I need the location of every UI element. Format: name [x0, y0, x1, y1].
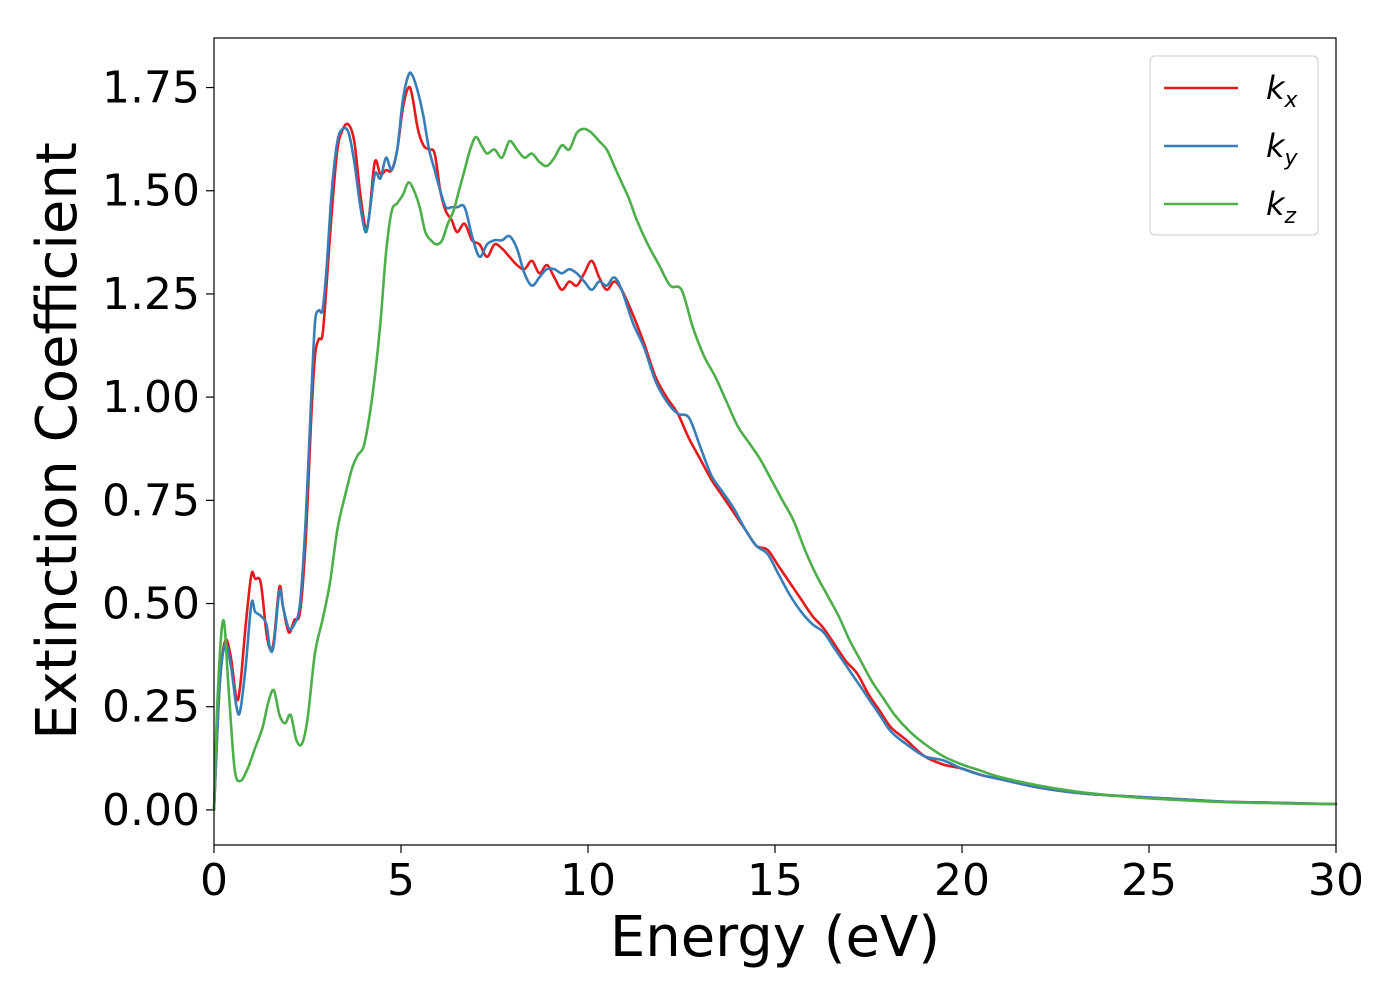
x-axis-ticks: 0 5 10 15 20 25 30 [200, 845, 1364, 906]
x-tick-label: 20 [934, 855, 990, 906]
y-tick-label: 1.50 [102, 166, 200, 217]
x-tick-label: 0 [200, 855, 228, 906]
legend: kx ky kz [1149, 55, 1319, 236]
y-tick-label: 0.50 [102, 579, 200, 630]
y-tick-label: 0.00 [102, 785, 200, 836]
x-tick-label: 5 [387, 855, 415, 906]
series-line-y [212, 71, 1338, 812]
y-tick-label: 1.25 [102, 269, 200, 320]
x-axis-label: Energy (eV) [610, 905, 940, 970]
plot-frame [213, 37, 1337, 846]
x-tick-label: 15 [747, 855, 803, 906]
x-tick-label: 25 [1121, 855, 1177, 906]
y-tick-label: 1.00 [102, 372, 200, 423]
legend-label-y: ky [1266, 127, 1299, 171]
y-tick-label: 0.75 [102, 475, 200, 526]
y-axis-label: Extinction Coefficient [25, 142, 90, 740]
y-tick-label: 1.75 [102, 63, 200, 114]
x-tick-label: 10 [560, 855, 616, 906]
legend-label-x: kx [1266, 69, 1299, 113]
series-lines [212, 71, 1338, 812]
series-line-z [212, 127, 1338, 812]
x-tick-label: 30 [1308, 855, 1364, 906]
y-axis-ticks: 0.00 0.25 0.50 0.75 1.00 1.25 1.50 1.75 [102, 63, 214, 836]
legend-label-z: kz [1266, 185, 1297, 229]
y-tick-label: 0.25 [102, 682, 200, 733]
